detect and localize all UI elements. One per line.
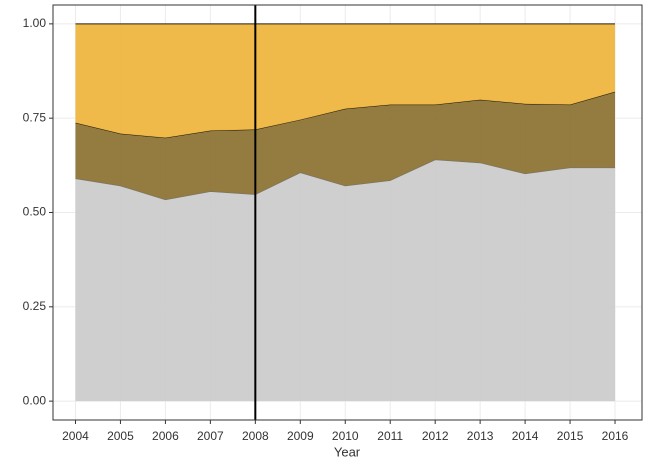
plot-border	[52, 4, 643, 421]
x-tick-label: 2015	[557, 429, 584, 443]
area	[75, 91, 616, 200]
y-tick-label: 0.00	[23, 393, 47, 407]
x-tick-label: 2013	[467, 429, 494, 443]
x-tick-label: 2008	[242, 429, 269, 443]
x-tick-label: 2005	[107, 429, 134, 443]
y-tick-label: 0.50	[23, 205, 47, 219]
x-tick-label: 2004	[62, 429, 89, 443]
y-tick-label: 1.00	[23, 16, 47, 30]
area-edge	[75, 159, 616, 201]
x-tick-label: 2006	[152, 429, 179, 443]
x-tick-label: 2007	[197, 429, 224, 443]
x-tick-label: 2014	[512, 429, 539, 443]
x-tick-label: 2016	[602, 429, 629, 443]
x-tick-label: 2012	[422, 429, 449, 443]
x-tick-label: 2009	[287, 429, 314, 443]
x-axis-label: Year	[334, 444, 361, 459]
y-tick-label: 0.25	[23, 299, 47, 313]
x-tick-label: 2010	[332, 429, 359, 443]
area	[75, 23, 616, 138]
x-tick-label: 2011	[377, 429, 403, 443]
y-tick-label: 0.75	[23, 110, 47, 124]
area	[75, 159, 616, 402]
